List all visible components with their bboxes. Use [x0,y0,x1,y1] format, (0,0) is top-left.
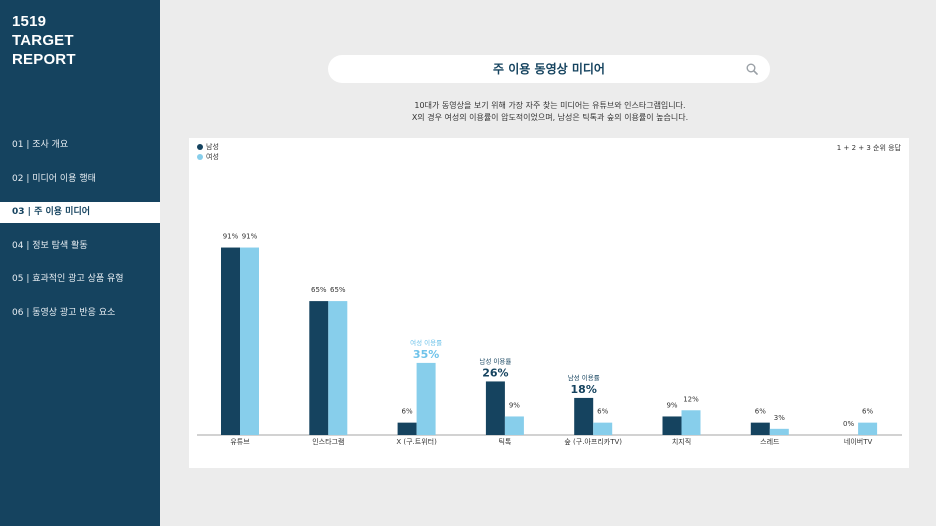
description: 10대가 동영상을 보기 위해 가장 자주 찾는 미디어는 유튜브와 인스타그램… [240,100,860,124]
bar-male-3 [485,381,505,435]
bar-male-4 [574,397,594,435]
category-label-5: 치지직 [672,437,691,446]
data-label-female-4: 6% [597,408,608,416]
category-label-3: 틱톡 [498,437,511,446]
nav-item-ad-types[interactable]: 05 | 효과적인 광고 상품 유형 [12,274,124,284]
brand-logo: 1519 TARGET REPORT [12,12,76,69]
data-label-female-7: 6% [862,408,873,416]
data-label-male-6: 6% [755,408,766,416]
highlight-caption-4: 남성 이용률 [568,373,600,382]
search-bar[interactable]: 주 이용 동영상 미디어 [328,55,770,83]
data-label-male-0: 91% [223,233,239,241]
category-label-6: 스레드 [760,437,780,446]
category-label-2: X (구.트위터) [396,437,437,446]
data-label-male-7: 0% [843,420,854,428]
bar-female-1 [328,301,348,435]
description-line-1: 10대가 동영상을 보기 위해 가장 자주 찾는 미디어는 유튜브와 인스타그램… [414,101,686,110]
response-note: 1 + 2 + 3 순위 응답 [836,144,901,152]
brand-line-2: TARGET [12,32,74,49]
data-label-female-6: 3% [774,414,785,422]
bar-male-6 [750,422,770,435]
legend-dot-female-icon [197,154,203,160]
data-label-female-5: 12% [683,395,699,403]
sidebar-nav: 01 | 조사 개요 02 | 미디어 이용 행태 03 | 주 이용 미디어 … [0,135,160,336]
bar-male-2 [397,422,417,435]
nav-item-info-search[interactable]: 04 | 정보 탐색 활동 [12,240,88,251]
category-label-4: 숲 (구.아프리카TV) [564,437,622,446]
bar-female-4 [593,422,613,435]
sidebar: 1519 TARGET REPORT 01 | 조사 개요 02 | 미디어 이… [0,0,160,526]
legend-label-male: 남성 [206,143,219,151]
data-label-female-1: 65% [330,286,346,294]
bar-female-7 [858,422,878,435]
data-label-male-3: 26% [482,366,508,379]
bar-female-2 [416,362,436,435]
chart-card: 91% 91% 유튜브 65% 65% 인스타그램 6% 여성 이용률 35% X (구.트위터)… [189,138,909,468]
data-label-female-2: 35% [413,348,439,361]
brand-line-1: 1519 [12,13,47,30]
category-label-1: 인스타그램 [312,437,344,446]
bar-female-0 [240,247,259,435]
page-title: 주 이용 동영상 미디어 [493,62,605,76]
highlight-caption-2: 여성 이용률 [410,338,442,347]
legend-label-female: 여성 [206,153,219,161]
data-label-female-3: 9% [509,401,520,409]
bar-male-0 [221,247,240,435]
nav-item-survey-overview[interactable]: 01 | 조사 개요 [12,140,69,150]
brand-line-3: REPORT [12,51,76,68]
nav-item-media-usage[interactable]: 02 | 미디어 이용 행태 [12,173,96,184]
legend-item-female: 여성 [197,152,219,162]
bar-male-5 [662,416,682,435]
category-label-0: 유튜브 [230,438,250,446]
category-label-7: 네이버TV [844,437,873,446]
nav-item-video-ad-factors[interactable]: 06 | 동영상 광고 반응 요소 [12,307,116,318]
bar-female-6 [769,428,789,435]
search-icon[interactable] [746,63,758,75]
highlight-caption-3: 남성 이용률 [479,356,511,365]
data-label-male-1: 65% [311,286,327,294]
legend-item-male: 남성 [197,142,219,152]
nav-item-main-media[interactable]: 03 | 주 이용 미디어 [0,202,160,223]
data-label-female-0: 91% [242,233,258,241]
bar-female-5 [681,410,701,435]
data-label-male-5: 9% [666,401,677,409]
description-line-2: X의 경우 여성의 이용률이 압도적이었으며, 남성은 틱톡과 숲의 이용률이 … [411,113,689,122]
bar-female-3 [504,416,524,435]
data-label-male-4: 18% [571,383,597,396]
chart-legend: 남성 여성 [197,142,219,162]
data-label-male-2: 6% [402,408,413,416]
bar-male-1 [309,301,329,435]
legend-dot-male-icon [197,144,203,150]
